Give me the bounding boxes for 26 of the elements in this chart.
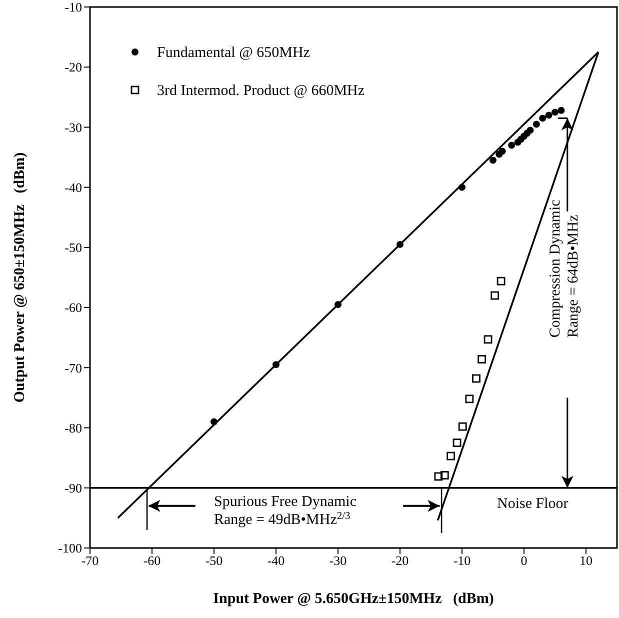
x-tick-label: 0 bbox=[520, 553, 528, 568]
x-tick-label: -20 bbox=[391, 553, 409, 568]
y-tick-label: -20 bbox=[64, 60, 82, 75]
y-axis-title: Output Power @ 650±150MHz (dBm) bbox=[12, 152, 28, 403]
x-tick-label: -50 bbox=[205, 553, 223, 568]
ref-line-label: Noise Floor bbox=[497, 496, 568, 512]
x-tick-label: -30 bbox=[329, 553, 347, 568]
y-tick-label: -30 bbox=[64, 120, 82, 135]
y-tick-label: -50 bbox=[64, 240, 82, 256]
x-axis-title: Input Power @ 5.650GHz±150MHz (dBm) bbox=[213, 591, 494, 607]
annotation: Compression Dynamic Range = 64dB•MHz bbox=[547, 199, 582, 338]
y-tick-label: -80 bbox=[64, 420, 82, 436]
annotation: Spurious Free Dynamic Range = 49dB•MHz$^{2/3}$ bbox=[214, 494, 357, 528]
y-tick-label: -40 bbox=[64, 180, 82, 195]
y-tick-label: -10 bbox=[64, 0, 82, 15]
x-tick-label: -70 bbox=[81, 553, 99, 568]
y-tick-label: -60 bbox=[64, 300, 82, 316]
y-tick-label: -100 bbox=[58, 540, 82, 556]
y-tick-label: -90 bbox=[64, 480, 82, 496]
legend-label: 3rd Intermod. Product @ 660MHz bbox=[157, 83, 365, 99]
x-tick-label: -60 bbox=[143, 553, 161, 568]
y-tick-label: -70 bbox=[64, 360, 82, 376]
x-tick-label: -10 bbox=[453, 553, 471, 568]
x-tick-label: -40 bbox=[267, 553, 285, 568]
legend-label: Fundamental @ 650MHz bbox=[157, 45, 310, 61]
x-tick-label: 10 bbox=[580, 553, 592, 568]
